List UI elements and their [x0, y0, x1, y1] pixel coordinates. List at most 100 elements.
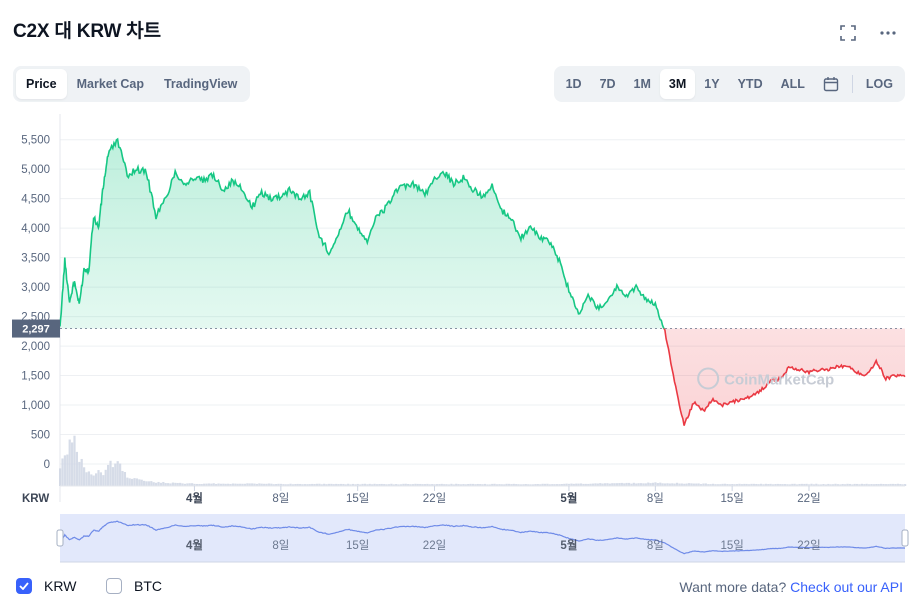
fullscreen-icon[interactable] — [839, 24, 857, 42]
calendar-icon[interactable] — [814, 69, 848, 99]
volume-bar — [510, 484, 513, 486]
volume-bar — [438, 484, 441, 486]
volume-bar — [887, 484, 890, 486]
volume-bar — [332, 484, 335, 486]
volume-bar — [795, 484, 799, 486]
legend-krw-label: KRW — [44, 578, 77, 594]
volume-bar — [210, 483, 213, 486]
volume-bar — [383, 484, 386, 486]
range-ytd[interactable]: YTD — [737, 77, 763, 91]
range-1d[interactable]: 1D — [565, 77, 582, 91]
volume-bar — [87, 471, 91, 486]
api-promo-text: Want more data? — [679, 579, 787, 595]
volume-bar — [738, 483, 741, 486]
volume-bar — [407, 484, 410, 486]
range-3m[interactable]: 3M — [659, 69, 696, 99]
volume-bar — [131, 478, 134, 486]
volume-bar — [159, 482, 163, 486]
legend-btc[interactable]: BTC — [106, 578, 162, 594]
volume-bar — [815, 483, 818, 486]
volume-bar — [841, 483, 844, 486]
volume-bar — [277, 483, 280, 486]
volume-bar — [671, 483, 674, 486]
volume-bar — [347, 483, 350, 486]
volume-bar — [587, 483, 590, 486]
volume-bar — [239, 483, 242, 486]
range-all[interactable]: ALL — [780, 77, 805, 91]
volume-bar — [97, 470, 100, 486]
more-icon[interactable] — [879, 24, 897, 42]
volume-bar — [423, 484, 427, 486]
checkbox-btc[interactable] — [106, 578, 122, 594]
log-toggle[interactable]: LOG — [865, 77, 893, 91]
volume-bar — [829, 484, 832, 486]
y-tick-label: 3,000 — [21, 282, 50, 294]
volume-bar — [414, 483, 417, 486]
navigator-bg — [60, 514, 905, 562]
volume-bar — [419, 483, 422, 486]
volume-bar — [579, 483, 583, 486]
volume-bar — [632, 482, 635, 486]
volume-bar — [301, 484, 304, 486]
volume-bar — [608, 483, 611, 486]
volume-bar — [145, 481, 148, 486]
volume-bar — [769, 483, 772, 486]
price-chart[interactable]: 0 500 1,000 1,500 2,000 2,500 3,000 3,500 4,000 4… — [0, 110, 919, 570]
volume-bar — [851, 484, 854, 486]
volume-bar — [697, 483, 700, 486]
volume-bar — [169, 483, 172, 486]
range-7d[interactable]: 7D — [599, 77, 616, 91]
volume-bar — [507, 483, 511, 486]
volume-bar — [745, 483, 748, 486]
volume-bar — [692, 483, 695, 486]
tab-market-cap[interactable]: Market Cap — [76, 77, 144, 91]
tab-tradingview[interactable]: TradingView — [163, 77, 238, 91]
checkbox-krw[interactable] — [16, 578, 32, 594]
volume-bar — [251, 483, 254, 486]
volume-bar — [359, 484, 362, 486]
volume-bar — [611, 483, 614, 486]
volume-bar — [179, 482, 182, 486]
volume-bar — [133, 478, 136, 486]
volume-bar — [685, 483, 688, 486]
baseline-badge — [12, 319, 60, 338]
range-1m[interactable]: 1M — [633, 77, 651, 91]
x-tick-label: 15일 — [720, 491, 743, 505]
volume-bar — [227, 483, 230, 486]
volume-bar — [104, 469, 107, 486]
volume-bar — [349, 484, 352, 486]
legend-krw[interactable]: KRW — [16, 578, 76, 594]
volume-bar — [891, 483, 895, 486]
volume-bar — [606, 483, 609, 486]
volume-bar — [558, 484, 561, 486]
volume-bar — [344, 484, 347, 486]
volume-bar — [589, 483, 592, 486]
volume-bar — [781, 484, 784, 486]
volume-bar — [877, 484, 880, 486]
volume-bar — [827, 483, 830, 486]
volume-bar — [231, 483, 235, 486]
range-1y[interactable]: 1Y — [704, 77, 720, 91]
volume-bar — [512, 483, 515, 486]
volume-bar — [363, 483, 367, 486]
volume-bar — [704, 483, 707, 486]
volume-bar — [702, 483, 705, 486]
volume-bar — [529, 484, 532, 486]
navigator-tick-label: 8일 — [647, 538, 664, 552]
volume-bar — [200, 484, 203, 486]
volume-bar — [128, 478, 131, 486]
volume-bar — [126, 477, 129, 486]
volume-bar — [771, 484, 775, 486]
volume-bar — [325, 484, 328, 486]
volume-bar — [248, 483, 251, 486]
volume-bar — [188, 483, 191, 486]
x-tick-label: 8일 — [272, 491, 289, 505]
volume-bar — [111, 467, 115, 486]
tab-price[interactable]: Price — [16, 69, 67, 99]
volume-bar — [459, 484, 463, 486]
range-selector: 1D 7D 1M 3M 1Y YTD ALL LOG — [553, 66, 905, 102]
y-tick-label: 1,000 — [21, 400, 50, 412]
volume-bar — [390, 483, 393, 486]
api-link[interactable]: Check out our API — [790, 579, 903, 595]
volume-bar — [627, 482, 631, 486]
